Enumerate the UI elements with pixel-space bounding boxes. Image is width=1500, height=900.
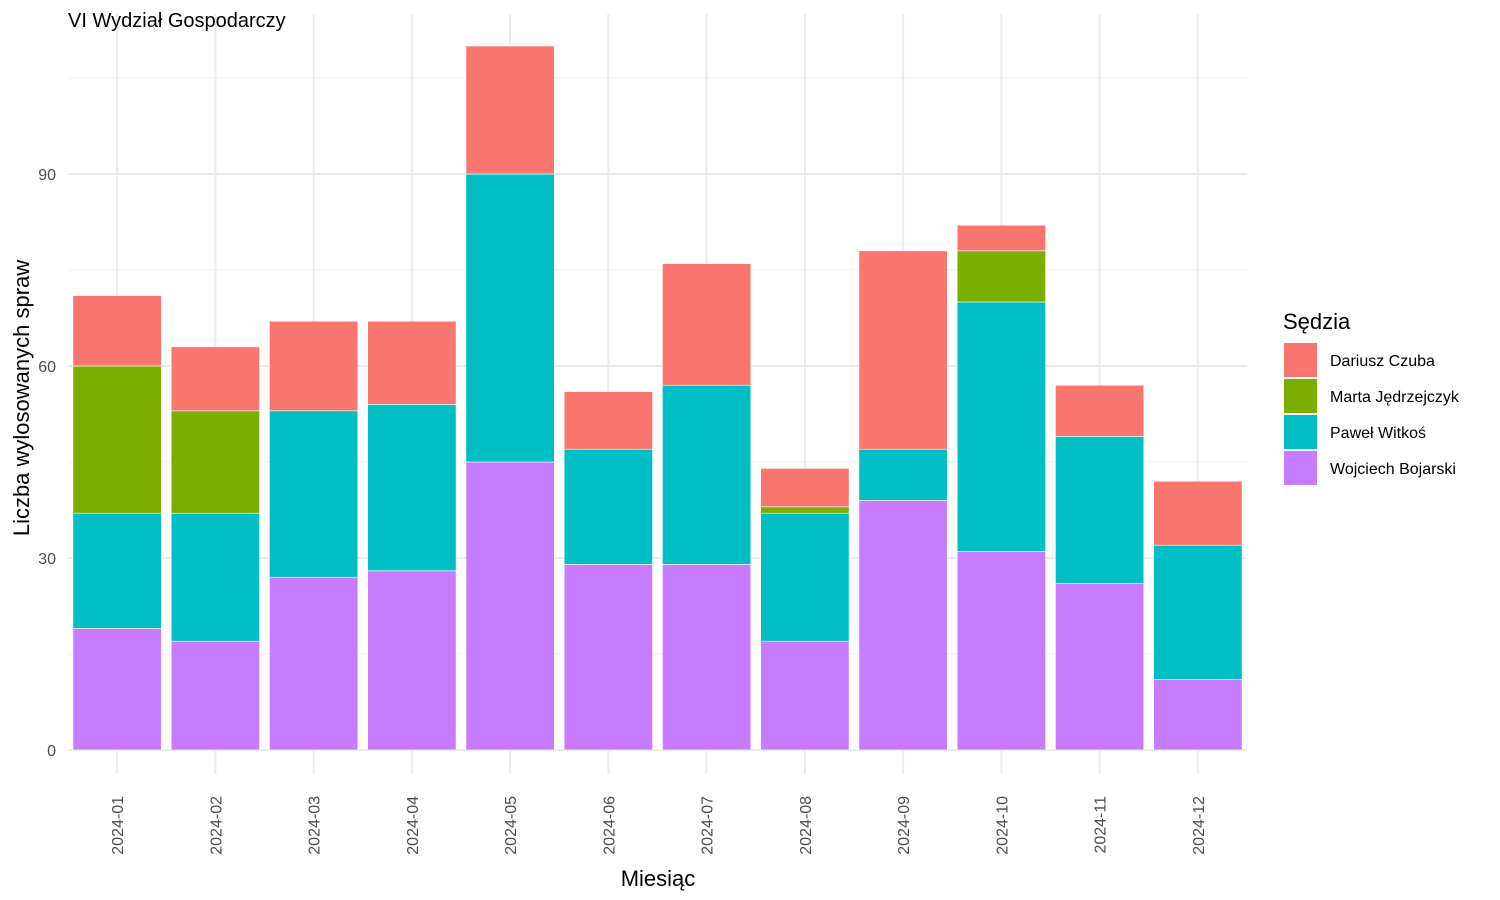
x-tick-label: 2024-08 [798,796,815,855]
bar-segment [269,410,359,578]
bar-segment [1055,384,1145,437]
legend-swatch [1284,379,1317,413]
bar-segment [72,365,162,514]
bar-segment [367,404,457,572]
chart-title: VI Wydział Gospodarczy [68,10,286,32]
bar-segment [72,295,162,367]
bar-segment [662,384,752,565]
y-axis-title: Liczba wylosowanych spraw [9,260,34,536]
bar-segment [858,500,948,751]
bar-segment [170,410,260,514]
x-tick-label: 2024-07 [700,796,717,855]
legend-swatch [1284,343,1317,377]
y-axis-ticks: 0 30 60 90 [38,167,56,760]
bar-segment [662,564,752,751]
x-tick-label: 2024-12 [1191,796,1208,855]
bar-segment [858,448,948,501]
bar-segment [760,512,850,642]
x-axis-ticks: 2024-01 2024-02 2024-03 2024-04 2024-05 2024-… [110,796,1208,855]
bar-segment [760,506,850,514]
bar-segment [170,640,260,751]
x-tick-label: 2024-05 [503,796,520,855]
legend-label: Wojciech Bojarski [1330,461,1456,478]
bar-segment [563,391,653,450]
bar-segment [662,263,752,386]
bar-segment [367,570,457,751]
bar-segment [563,564,653,751]
bar-segment [72,512,162,629]
bar-segment [956,224,1046,252]
bar-segment [1153,480,1243,546]
bar-segment [465,45,555,175]
bar-segment [269,320,359,412]
legend-swatch [1284,451,1317,485]
bar-segment [269,576,359,751]
legend: Sędzia Dariusz Czuba Marta Jędrzejczyk Paw… [1283,309,1460,485]
legend-title: Sędzia [1283,309,1351,334]
bar-segment [1153,544,1243,680]
x-tick-label: 2024-04 [405,796,422,855]
x-tick-label: 2024-06 [601,796,618,855]
y-tick-label: 0 [47,743,56,760]
x-tick-label: 2024-02 [208,796,225,855]
bar-segment [170,512,260,642]
legend-label: Dariusz Czuba [1330,353,1435,370]
legend-label: Paweł Witkoś [1330,425,1426,442]
bar-segment [367,320,457,405]
bar-segment [760,468,850,508]
legend-label: Marta Jędrzejczyk [1330,389,1460,406]
bar-segment [956,301,1046,552]
y-tick-label: 30 [38,551,56,568]
bar-segment [956,250,1046,303]
x-tick-label: 2024-09 [896,796,913,855]
bars [72,45,1243,751]
x-tick-label: 2024-11 [1093,796,1110,854]
bar-segment [858,250,948,450]
x-tick-label: 2024-03 [307,796,324,855]
bar-segment [1153,679,1243,751]
x-tick-label: 2024-10 [994,796,1011,855]
bar-segment [563,448,653,565]
x-axis-title: Miesiąc [621,866,696,891]
bar-segment [465,461,555,751]
bar-segment [465,173,555,463]
bar-segment [1055,436,1145,584]
bar-segment [170,346,260,412]
bar-segment [1055,583,1145,751]
x-tick-label: 2024-01 [110,796,127,855]
y-tick-label: 60 [38,359,56,376]
bar-segment [760,640,850,751]
legend-swatch [1284,415,1317,449]
bar-segment [956,551,1046,751]
bar-segment [72,628,162,751]
y-tick-label: 90 [38,167,56,184]
